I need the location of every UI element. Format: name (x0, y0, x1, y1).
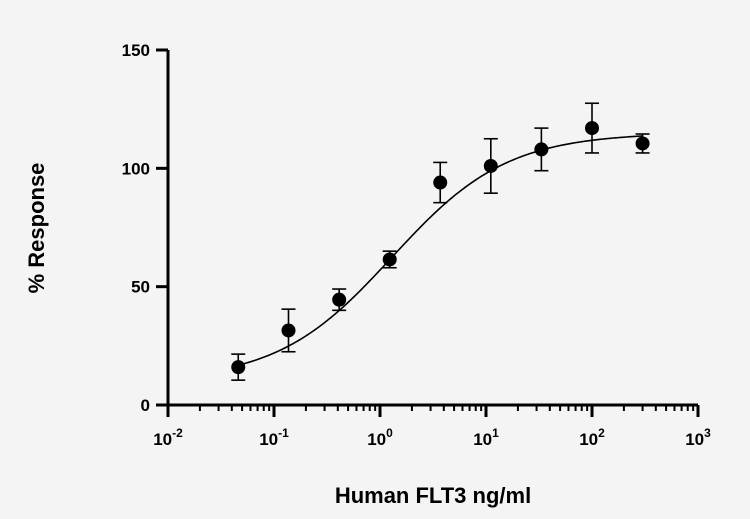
x-tick-label: 101 (473, 426, 499, 449)
x-tick-label: 102 (579, 426, 605, 449)
point-marker (534, 142, 549, 157)
data-point (382, 250, 397, 269)
x-tick-label: 10-1 (259, 426, 289, 449)
x-tick-label: 10-2 (153, 426, 183, 449)
point-marker (585, 121, 599, 136)
data-point (433, 161, 448, 204)
x-axis: 10-2 10-1 100 101 102 103 (153, 403, 711, 449)
x-axis-title: Human FLT3 ng/ml (335, 483, 531, 508)
data-point (635, 133, 650, 154)
fit-curve (238, 135, 643, 367)
point-marker (382, 252, 397, 267)
data-point (534, 127, 549, 172)
y-tick-label: 0 (141, 396, 150, 415)
data-points (231, 102, 650, 381)
x-tick-label: 103 (685, 426, 711, 449)
data-point (585, 102, 599, 154)
point-marker (635, 136, 650, 151)
data-point (483, 137, 498, 194)
data-point (332, 288, 347, 312)
point-marker (433, 175, 448, 190)
point-marker (483, 158, 498, 173)
y-axis: 0 50 100 150 (122, 41, 170, 415)
data-point (281, 308, 296, 353)
y-axis-title: % Response (24, 163, 49, 294)
point-marker (231, 360, 246, 375)
point-marker (332, 292, 347, 307)
y-tick-label: 150 (122, 41, 150, 60)
point-marker (281, 323, 296, 338)
data-point (231, 353, 246, 381)
y-tick-label: 100 (122, 159, 150, 178)
x-tick-label: 100 (367, 426, 393, 449)
y-tick-label: 50 (131, 278, 150, 297)
